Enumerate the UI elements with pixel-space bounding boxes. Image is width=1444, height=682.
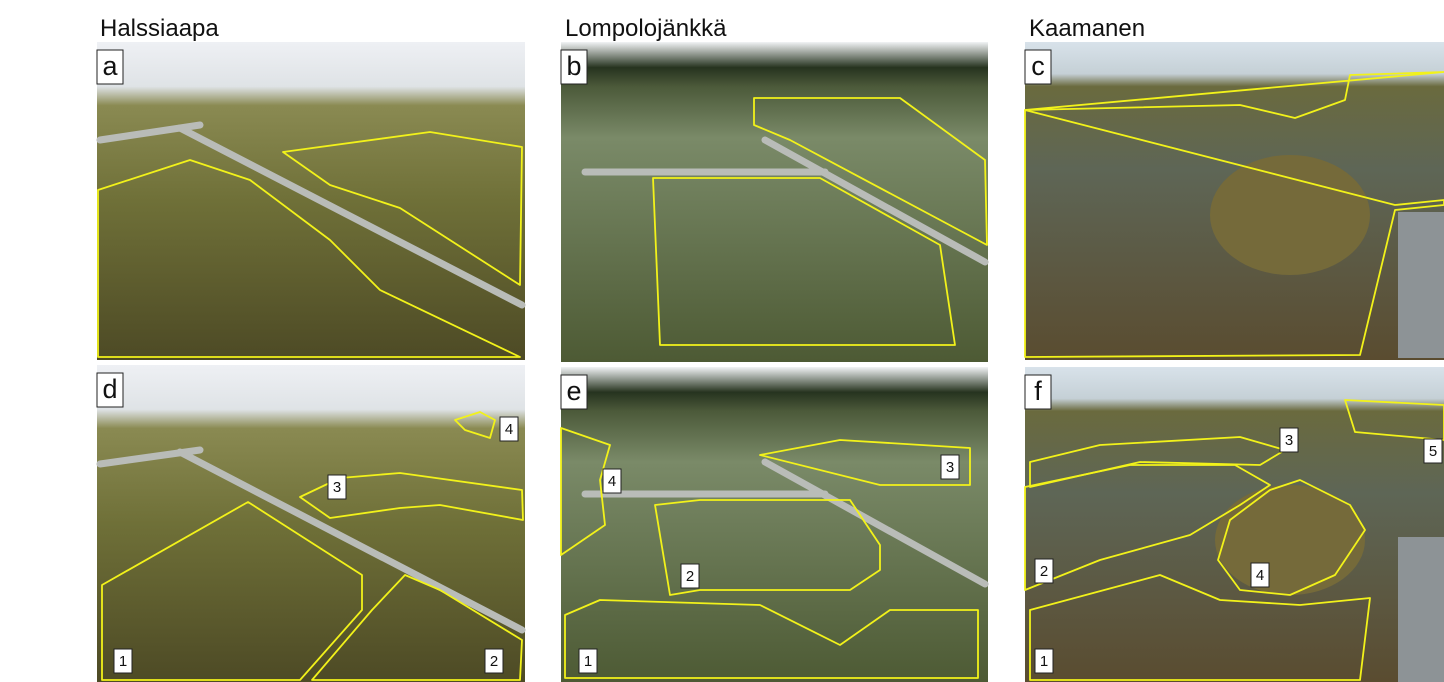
- boardwalk: [176, 124, 526, 309]
- boardwalk: [761, 458, 989, 588]
- panel-letter-box: [560, 49, 588, 85]
- hummock: [1210, 155, 1370, 275]
- region: [1024, 109, 1444, 358]
- region-label-box: [578, 648, 598, 674]
- column-title: Lompolojänkkä: [565, 15, 727, 42]
- region: [311, 574, 523, 681]
- photo-panel: b: [560, 42, 989, 362]
- region: [1344, 399, 1444, 441]
- region: [753, 97, 988, 246]
- panel-letter: c: [1031, 51, 1045, 81]
- boardwalk: [96, 121, 204, 144]
- region-label: 2: [1040, 563, 1048, 580]
- photo-panel: d 1 2 3 4: [96, 365, 526, 682]
- region-label: 3: [1285, 432, 1293, 449]
- region-label-box: [1034, 648, 1054, 674]
- region: [759, 439, 971, 486]
- region: [101, 501, 363, 681]
- boardwalk: [761, 136, 989, 266]
- region-label-box: [1250, 562, 1270, 588]
- region-label: 4: [608, 473, 616, 490]
- region: [560, 427, 611, 556]
- region: [97, 159, 521, 358]
- region-label-box: [940, 454, 960, 480]
- panel-letter: e: [566, 376, 581, 406]
- region-label-box: [484, 648, 504, 674]
- photo-panel: c: [1024, 42, 1444, 360]
- instrument: [1398, 212, 1444, 358]
- region-label-box: [113, 648, 133, 674]
- region-label-box: [602, 468, 622, 494]
- region-label-box: [1423, 438, 1443, 464]
- region-label: 4: [1256, 567, 1264, 584]
- column-title: Kaamanen: [1029, 15, 1145, 42]
- region: [652, 177, 956, 346]
- column-title: Halssiaapa: [100, 15, 219, 42]
- panel-letter-box: [1024, 374, 1052, 410]
- photo-panel: e 1 2 3 4: [560, 367, 989, 682]
- region-label-box: [499, 416, 519, 442]
- region-label: 3: [333, 479, 341, 496]
- region-label: 2: [490, 653, 498, 670]
- region: [564, 599, 979, 679]
- region: [282, 131, 523, 286]
- region-label: 4: [505, 421, 513, 438]
- panel-letter: f: [1034, 376, 1042, 406]
- region-label-box: [327, 474, 347, 500]
- boardwalk: [96, 446, 204, 468]
- panel-letter-box: [96, 49, 124, 85]
- panel-letter-box: [96, 372, 124, 408]
- region-label-box: [680, 563, 700, 589]
- region: [1029, 574, 1371, 681]
- panel-letter-box: [1024, 49, 1052, 85]
- instrument: [1398, 537, 1444, 682]
- photo-panel: a: [96, 42, 526, 360]
- region: [1029, 436, 1286, 488]
- region-label: 1: [1040, 653, 1048, 670]
- region-label-box: [1034, 558, 1054, 584]
- region-label-box: [1279, 427, 1299, 453]
- photo: [561, 367, 988, 682]
- region-label: 2: [686, 568, 694, 585]
- region-label: 1: [584, 653, 592, 670]
- panel-letter: a: [102, 51, 118, 81]
- region: [1217, 479, 1366, 596]
- region: [1024, 71, 1444, 119]
- panel-letter: b: [566, 51, 581, 81]
- boardwalk: [176, 448, 526, 634]
- panel-letter-box: [560, 374, 588, 410]
- photo: [561, 42, 988, 362]
- region-label: 3: [946, 459, 954, 476]
- photo-panel: f 1 2 3 4 5: [1024, 367, 1444, 682]
- region: [299, 472, 524, 521]
- region-label: 1: [119, 653, 127, 670]
- region: [654, 499, 881, 596]
- region: [454, 411, 496, 439]
- panel-letter: d: [102, 374, 117, 404]
- photo: [97, 42, 525, 360]
- region-label: 5: [1429, 443, 1437, 460]
